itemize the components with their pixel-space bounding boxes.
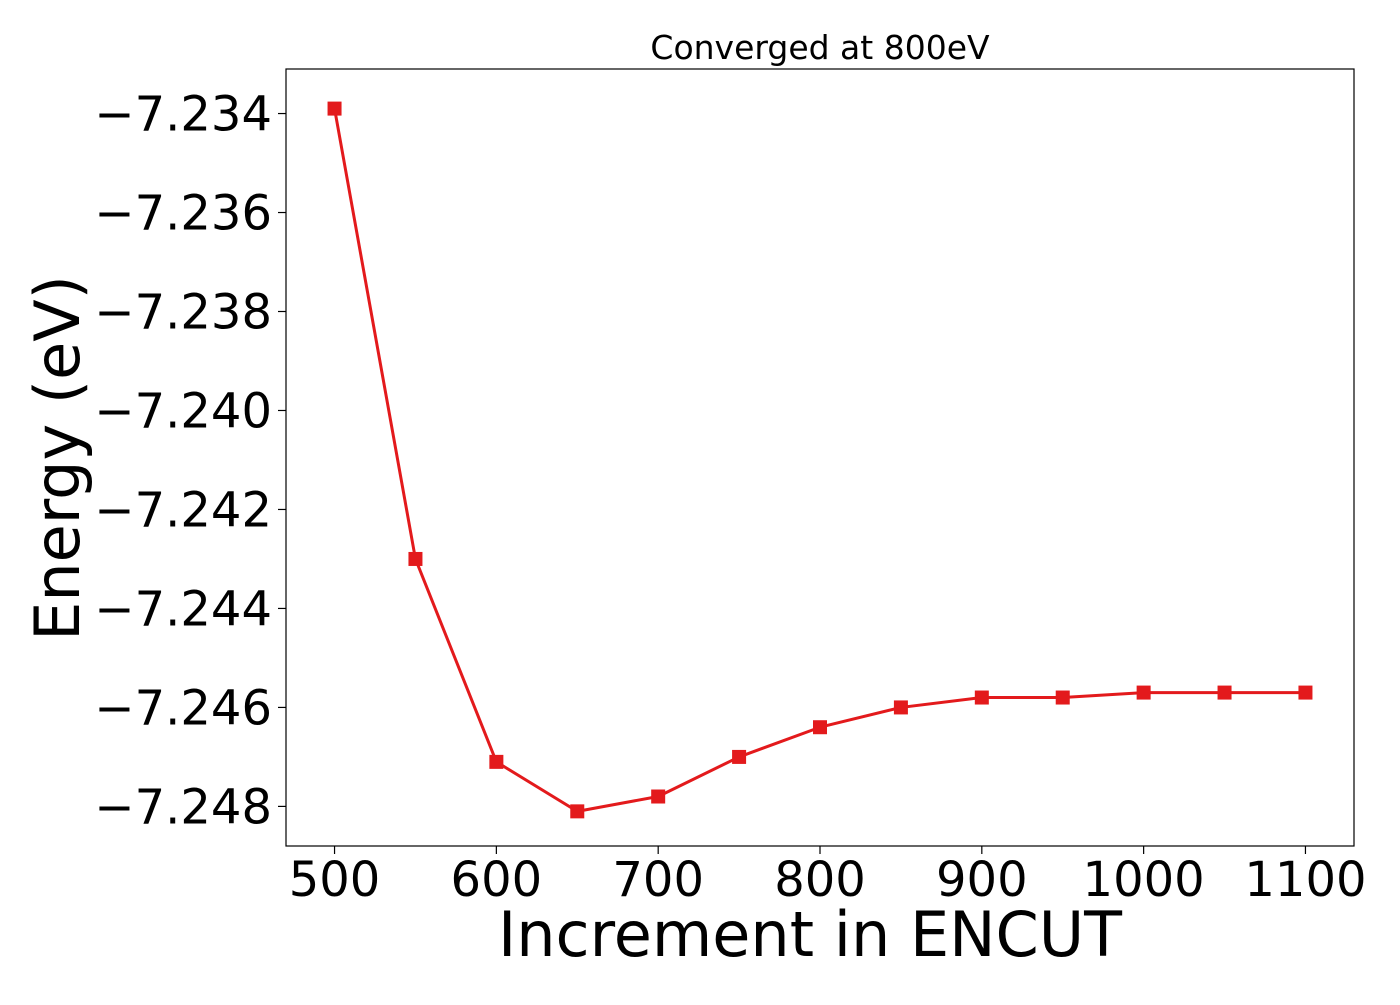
- data-point: [1055, 690, 1070, 705]
- data-point: [408, 551, 423, 566]
- x-tick-label: 900: [936, 852, 1028, 908]
- y-axis-title: Energy (eV): [21, 275, 94, 641]
- y-tick-label: −7.234: [94, 87, 272, 143]
- data-point: [651, 789, 666, 804]
- y-tick-label: −7.242: [94, 482, 272, 538]
- x-axis-title: Increment in ENCUT: [498, 898, 1123, 971]
- x-tick-label: 500: [289, 852, 381, 908]
- data-point: [570, 804, 585, 819]
- y-tick-label: −7.244: [94, 581, 272, 637]
- data-point: [893, 700, 908, 715]
- y-tick-label: −7.246: [94, 680, 272, 736]
- x-tick-label: 700: [612, 852, 704, 908]
- x-tick-label: 1000: [1083, 852, 1205, 908]
- data-point: [1217, 685, 1232, 700]
- y-tick-label: −7.248: [94, 779, 272, 835]
- y-tick-label: −7.238: [94, 285, 272, 341]
- data-point: [974, 690, 989, 705]
- data-point: [489, 754, 504, 769]
- data-point: [813, 720, 827, 735]
- x-tick-label: 800: [774, 852, 866, 908]
- y-tick-label: −7.236: [94, 186, 272, 242]
- data-point: [327, 101, 342, 116]
- x-tick-label: 600: [451, 852, 543, 908]
- plot-area: 500 600 700 800 900 1000 1100 −7.234 −7.236 −7.23…: [94, 68, 1367, 908]
- data-point: [1136, 685, 1151, 700]
- data-point: [732, 749, 747, 764]
- y-tick-label: −7.240: [94, 383, 272, 439]
- chart-title: Converged at 800eV: [650, 28, 990, 67]
- data-point: [1298, 685, 1313, 700]
- x-tick-label: 1100: [1244, 852, 1366, 908]
